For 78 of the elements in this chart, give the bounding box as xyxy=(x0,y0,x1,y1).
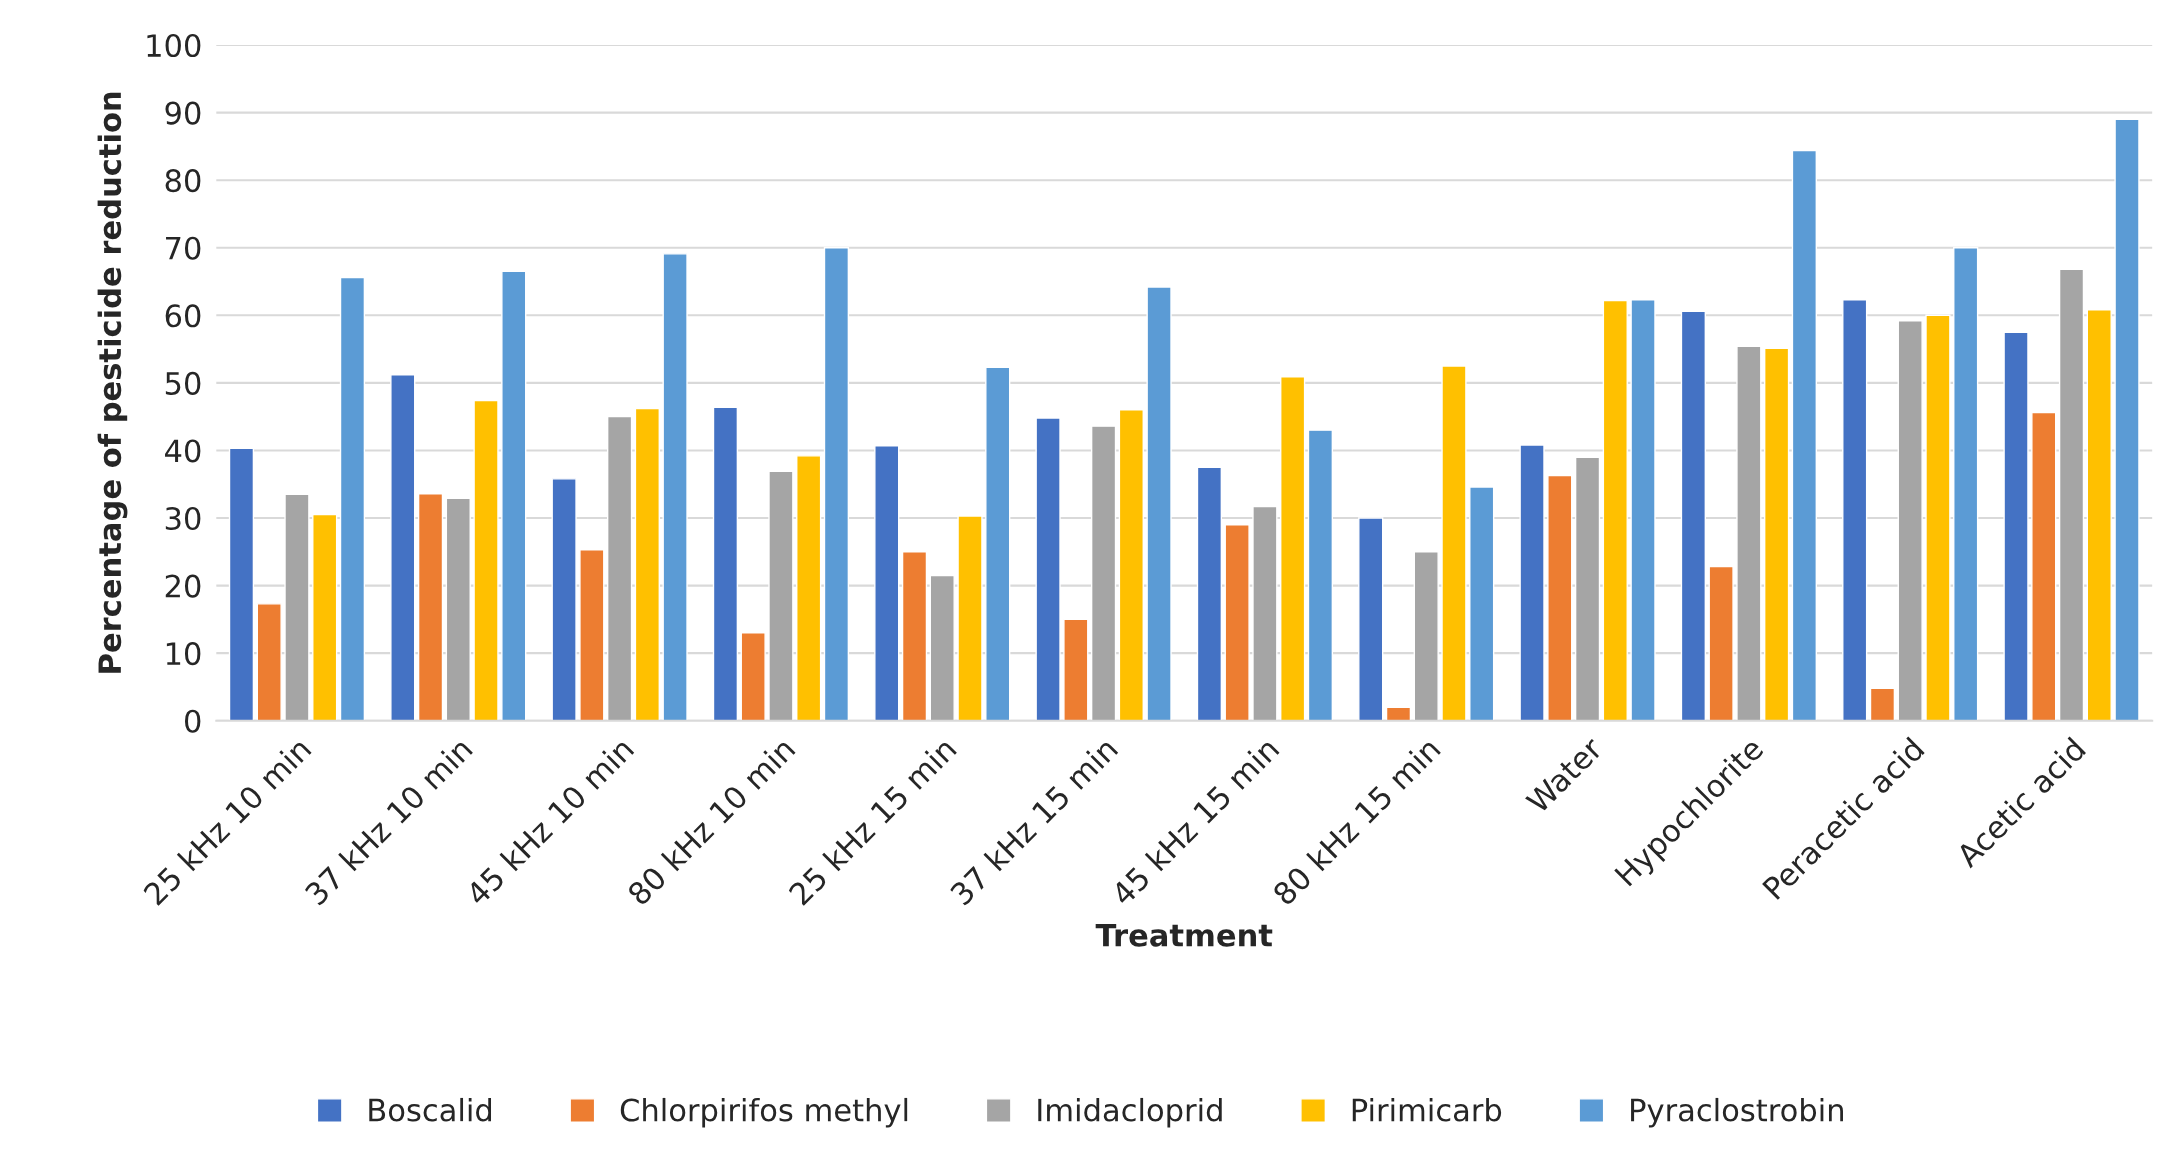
y-tick-label: 0 xyxy=(184,709,201,733)
bar xyxy=(1897,320,1923,721)
bar xyxy=(1035,417,1061,721)
bar xyxy=(1252,505,1278,721)
bar xyxy=(796,455,822,721)
bar xyxy=(1358,517,1384,721)
bar xyxy=(1090,425,1117,721)
bar xyxy=(2003,331,2029,721)
bar xyxy=(1763,347,1790,721)
bar xyxy=(1146,286,1172,721)
bar xyxy=(874,445,900,721)
legend-label: Chlorpirifos methyl xyxy=(620,1097,908,1128)
bar xyxy=(1791,149,1817,721)
bar xyxy=(1547,474,1573,721)
y-tick-label: 40 xyxy=(165,439,201,463)
bar xyxy=(1869,687,1896,721)
bar xyxy=(1385,706,1412,721)
y-tick-label: 20 xyxy=(165,574,201,598)
bar xyxy=(1441,365,1467,721)
bar xyxy=(1630,299,1656,721)
bar xyxy=(712,406,739,721)
x-axis-title: Treatment xyxy=(1095,924,1273,947)
y-tick-label: 80 xyxy=(165,169,201,193)
bar xyxy=(662,253,688,721)
bar xyxy=(634,407,660,721)
bar xyxy=(1280,376,1306,721)
bar xyxy=(1118,409,1144,721)
y-tick-label: 100 xyxy=(147,33,201,58)
bar xyxy=(473,399,499,721)
bar xyxy=(1196,466,1223,721)
bar xyxy=(1708,565,1734,721)
bar xyxy=(312,513,338,721)
bar xyxy=(1413,551,1439,721)
y-tick-label: 10 xyxy=(166,642,201,666)
bar xyxy=(579,549,605,721)
bar xyxy=(2058,268,2085,721)
bar xyxy=(1519,444,1545,721)
bar xyxy=(823,247,850,721)
bar xyxy=(1842,299,1868,721)
bar xyxy=(929,574,955,721)
bar xyxy=(985,366,1011,721)
bar xyxy=(417,492,444,721)
y-axis-title: Percentage of pesticide reduction xyxy=(97,92,128,673)
y-tick-label: 50 xyxy=(165,371,201,395)
y-tick-label: 70 xyxy=(166,236,201,260)
bar xyxy=(1574,456,1601,721)
bar xyxy=(1224,524,1250,721)
bar xyxy=(1602,299,1628,721)
bar xyxy=(740,632,766,721)
bar xyxy=(1307,429,1334,721)
bar xyxy=(390,374,416,721)
bar xyxy=(606,415,633,721)
y-tick-label: 90 xyxy=(165,101,201,125)
bar xyxy=(256,603,282,721)
bar xyxy=(1063,618,1089,721)
bar xyxy=(1736,345,1762,721)
legend-label: Boscalid xyxy=(369,1097,492,1122)
bar xyxy=(1680,310,1707,721)
bar xyxy=(445,497,471,721)
bar xyxy=(2086,309,2112,721)
bar xyxy=(901,551,928,721)
bar xyxy=(1469,486,1495,721)
legend-label: Pyraclostrobin xyxy=(1631,1097,1843,1128)
bar xyxy=(2114,118,2140,721)
legend-label: Pirimicarb xyxy=(1352,1097,1502,1122)
bar xyxy=(228,447,255,721)
bar xyxy=(339,276,366,721)
legend-label: Imidacloprid xyxy=(1038,1097,1222,1128)
bar xyxy=(551,478,577,721)
bar xyxy=(957,515,983,721)
bar xyxy=(501,270,527,721)
y-tick-label: 30 xyxy=(165,506,201,531)
bar xyxy=(1925,314,1951,721)
bar xyxy=(284,493,310,721)
bar xyxy=(2031,411,2057,721)
bar xyxy=(1953,247,1979,721)
bar xyxy=(768,470,794,721)
y-tick-label: 60 xyxy=(165,304,201,328)
